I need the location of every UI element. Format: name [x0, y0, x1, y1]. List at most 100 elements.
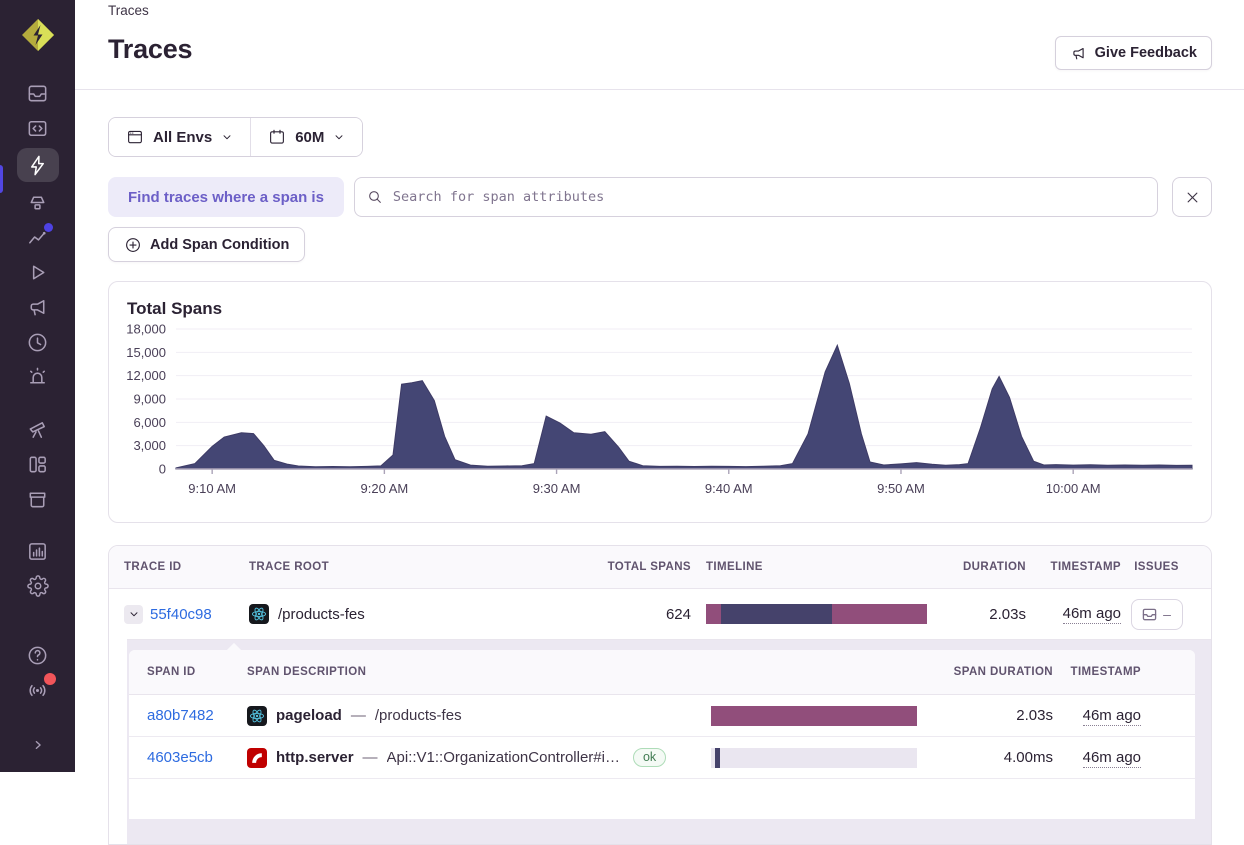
issues-icon	[28, 85, 47, 101]
span-row-partial	[129, 779, 1195, 819]
whats-new-notification-dot	[43, 673, 56, 685]
svg-text:9:10 AM: 9:10 AM	[188, 481, 236, 496]
svg-text:15,000: 15,000	[127, 345, 166, 360]
span-timeline-bar	[711, 747, 917, 768]
clear-search-button[interactable]	[1172, 177, 1212, 217]
add-span-condition-button[interactable]: Add Span Condition	[108, 227, 306, 262]
archive-box-icon	[29, 492, 46, 507]
time-range-selector[interactable]: 60M	[251, 118, 363, 156]
sidebar-item-crons[interactable]	[17, 327, 59, 357]
chart-line-icon	[29, 231, 46, 244]
clock-icon	[28, 333, 47, 351]
content: All Envs 60M Find traces where a span is	[75, 90, 1244, 845]
sentry-logo[interactable]	[19, 16, 57, 54]
collapse-trace-button[interactable]	[124, 604, 143, 624]
sidebar-item-discover[interactable]	[17, 414, 59, 444]
gear-icon	[26, 575, 49, 597]
sidebar-item-projects[interactable]	[17, 113, 59, 143]
sidebar	[0, 0, 75, 772]
circle-plus-icon	[126, 237, 140, 252]
sidebar-item-alerts[interactable]	[17, 362, 59, 392]
broadcast-icon	[29, 684, 46, 696]
react-icon	[247, 705, 267, 726]
col-duration: Duration	[962, 561, 1026, 573]
col-trace-id: Trace ID	[124, 561, 182, 573]
span-id-link[interactable]: a80b7482	[147, 706, 214, 724]
sentry-logo-icon	[21, 19, 54, 51]
rails-icon	[247, 747, 267, 768]
give-feedback-label: Give Feedback	[1094, 45, 1197, 61]
svg-text:18,000: 18,000	[127, 322, 166, 337]
separator: —	[362, 749, 378, 766]
span-row[interactable]: a80b7482 pageload —	[129, 695, 1195, 737]
sidebar-item-whats-new[interactable]	[17, 673, 59, 705]
separator: —	[350, 707, 366, 724]
bar-chart-icon	[29, 542, 46, 560]
siren-icon	[30, 367, 45, 384]
search-box	[353, 177, 1158, 217]
col-timestamp: Timestamp	[1050, 561, 1121, 573]
span-table: Span ID Span Description Span Duration T…	[129, 642, 1195, 819]
svg-text:0: 0	[159, 462, 166, 477]
trace-timestamp: 46m ago	[1062, 605, 1121, 624]
trace-issues-count: –	[1163, 606, 1171, 622]
megaphone-icon	[30, 299, 45, 315]
trace-row[interactable]: 55f40c98 /products-fes 624 2.0	[109, 589, 1211, 639]
chevron-down-icon	[223, 135, 231, 140]
window-icon	[128, 130, 142, 144]
search-icon	[369, 191, 381, 203]
span-attribute-search-input[interactable]	[353, 177, 1158, 217]
svg-text:6,000: 6,000	[133, 415, 166, 430]
code-folder-icon	[28, 120, 47, 136]
sidebar-item-stats[interactable]	[17, 536, 59, 566]
span-duration: 4.00ms	[1003, 749, 1053, 766]
megaphone-icon	[1072, 47, 1084, 59]
svg-text:9:40 AM: 9:40 AM	[705, 481, 753, 496]
svg-text:9,000: 9,000	[133, 392, 166, 407]
sidebar-item-issues[interactable]	[17, 78, 59, 108]
sidebar-item-settings[interactable]	[17, 571, 59, 601]
col-span-description: Span Description	[247, 666, 367, 678]
svg-text:12,000: 12,000	[127, 368, 166, 383]
span-description: Api::V1::OrganizationController#i…	[386, 749, 620, 766]
react-icon	[249, 604, 269, 624]
active-nav-indicator	[0, 165, 3, 193]
close-icon	[1187, 192, 1197, 202]
span-id-link[interactable]: 4603e5cb	[147, 748, 213, 766]
sidebar-item-profiling[interactable]	[17, 187, 59, 217]
expanded-trace-panel: Span ID Span Description Span Duration T…	[127, 639, 1211, 844]
svg-text:10:00 AM: 10:00 AM	[1046, 481, 1101, 496]
sidebar-item-replays[interactable]	[17, 257, 59, 287]
trace-timeline-bar	[706, 604, 927, 624]
col-span-id: Span ID	[147, 666, 196, 678]
col-issues: Issues	[1134, 561, 1179, 573]
sidebar-item-releases[interactable]	[17, 484, 59, 514]
page-header: Traces Traces Give Feedback	[75, 0, 1244, 90]
traces-table-header: Trace ID Trace Root Total Spans Timeline…	[109, 546, 1211, 589]
lightning-icon	[30, 155, 45, 175]
span-description: /products-fes	[374, 707, 462, 724]
trace-id-link[interactable]: 55f40c98	[150, 605, 212, 623]
main-area: Traces Traces Give Feedback All Envs	[75, 0, 1244, 845]
col-total-spans: Total Spans	[607, 561, 691, 573]
sidebar-item-dashboards[interactable]	[17, 449, 59, 479]
sidebar-item-feedback[interactable]	[17, 292, 59, 322]
span-row[interactable]: 4603e5cb http.server — Api::V1::Organiza…	[129, 737, 1195, 779]
sidebar-item-insights[interactable]	[17, 222, 59, 252]
span-timestamp: 46m ago	[1082, 748, 1141, 768]
profiling-icon	[30, 195, 45, 209]
total-spans-value: 624	[665, 605, 691, 623]
environment-selector-label: All Envs	[153, 128, 213, 146]
trace-duration: 2.03s	[989, 605, 1026, 623]
span-status-badge: ok	[632, 748, 667, 767]
svg-text:9:30 AM: 9:30 AM	[533, 481, 581, 496]
calendar-icon	[270, 129, 285, 144]
telescope-icon	[29, 421, 45, 438]
sidebar-collapse-button[interactable]	[17, 730, 59, 760]
environment-selector[interactable]: All Envs	[109, 118, 251, 156]
span-duration: 2.03s	[1016, 707, 1053, 724]
sidebar-item-help[interactable]	[17, 640, 59, 670]
trace-issues-button[interactable]: –	[1130, 598, 1183, 630]
sidebar-item-traces[interactable]	[16, 148, 59, 182]
give-feedback-button[interactable]: Give Feedback	[1054, 36, 1212, 70]
